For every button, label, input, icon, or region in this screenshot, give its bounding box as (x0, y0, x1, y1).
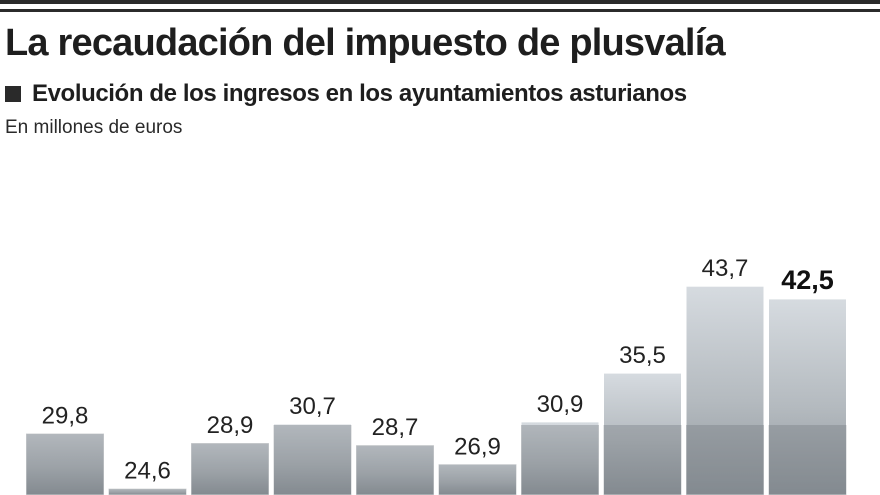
value-label-1: 29,8 (42, 403, 89, 430)
value-label-3: 28,9 (207, 412, 254, 439)
value-label-9: 43,7 (702, 255, 749, 282)
bar-5 (355, 444, 435, 495)
bar-2 (108, 488, 187, 495)
bar-base-shade-9 (686, 425, 764, 495)
bar-base-shade-10 (768, 425, 847, 495)
bar-base-shade-3 (191, 443, 269, 495)
bar-base-shade-2 (108, 488, 187, 495)
bar-9 (685, 285, 765, 495)
bar-8 (603, 372, 682, 495)
subtitle-bullet-icon (5, 86, 21, 102)
top-rule-thin (0, 9, 880, 12)
value-label-8: 35,5 (619, 342, 666, 369)
bar-3 (190, 442, 270, 495)
unit-label: En millones de euros (5, 117, 183, 138)
value-label-7: 30,9 (537, 391, 584, 418)
bar-4 (273, 423, 352, 495)
bar-base-shade-1 (26, 433, 104, 495)
bar-base-shade-8 (603, 425, 682, 495)
bar-base-shade-4 (273, 425, 352, 495)
bar-1 (25, 433, 105, 495)
bar-6 (438, 463, 517, 495)
value-label-6: 26,9 (454, 433, 501, 460)
chart-subtitle: Evolución de los ingresos en los ayuntam… (32, 80, 687, 107)
value-label-10: 42,5 (781, 265, 834, 295)
bar-10 (768, 298, 847, 495)
chart-title: La recaudación del impuesto de plusvalía (5, 22, 726, 64)
value-label-4: 30,7 (289, 393, 336, 420)
value-label-5: 28,7 (372, 414, 419, 441)
value-label-2: 24,6 (124, 458, 171, 485)
bar-base-shade-6 (438, 464, 517, 495)
bar-base-shade-7 (521, 425, 599, 495)
top-rule (0, 0, 880, 4)
bar-base-shade-5 (356, 445, 434, 495)
